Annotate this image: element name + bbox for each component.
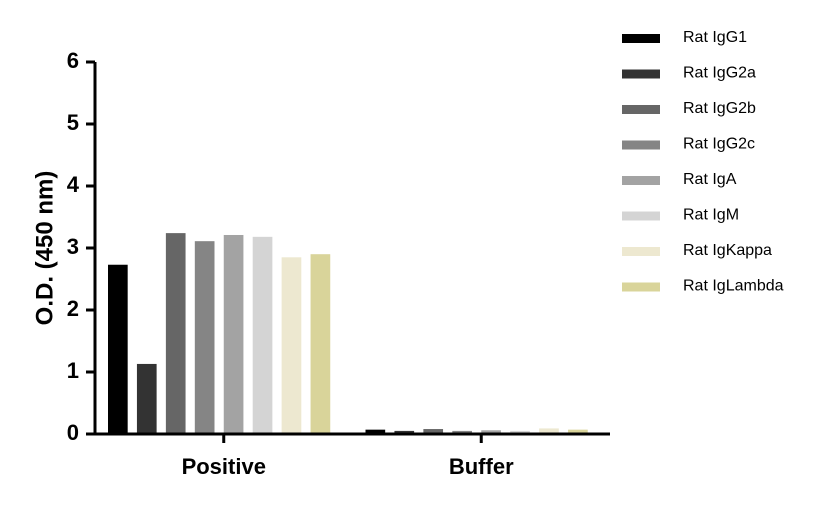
bar (481, 430, 501, 434)
bar (568, 429, 588, 434)
bar (365, 429, 386, 434)
bar (136, 363, 157, 434)
x-tick-label: Positive (182, 454, 266, 479)
bar (452, 430, 472, 434)
legend-swatch (622, 282, 660, 292)
bar (510, 430, 530, 434)
bar (108, 264, 128, 434)
bar (394, 430, 415, 434)
legend-label: Rat IgG2c (683, 136, 755, 153)
legend-label: Rat IgLambda (683, 278, 784, 295)
y-tick-label: 2 (67, 296, 79, 321)
y-tick-label: 5 (67, 110, 79, 135)
legend-swatch (622, 105, 660, 114)
bar (281, 257, 302, 434)
bar (194, 241, 215, 434)
legend-label: Rat IgG2b (683, 100, 756, 117)
y-axis-label: O.D. (450 nm) (31, 171, 58, 326)
y-tick-label: 0 (67, 420, 79, 445)
legend-label: Rat IgKappa (683, 242, 772, 259)
legend-swatch (622, 140, 660, 150)
legend-label: Rat IgA (683, 171, 737, 188)
legend-swatch (622, 247, 660, 256)
bar (310, 254, 331, 434)
bar (223, 234, 244, 434)
legend-label: Rat IgM (683, 207, 739, 224)
y-tick-label: 3 (67, 234, 79, 259)
y-tick-label: 6 (67, 48, 79, 73)
legend-swatch (622, 69, 660, 79)
x-tick-label: Buffer (449, 454, 514, 479)
legend-swatch (622, 211, 660, 221)
y-tick-label: 1 (67, 358, 79, 383)
bar (165, 233, 186, 434)
y-tick-label: 4 (67, 172, 80, 197)
legend-swatch (622, 176, 660, 185)
bar (539, 428, 559, 434)
legend-swatch (622, 34, 660, 43)
bar (423, 429, 444, 434)
legend-label: Rat IgG1 (683, 29, 747, 46)
bar (252, 236, 273, 434)
legend-label: Rat IgG2a (683, 65, 756, 82)
